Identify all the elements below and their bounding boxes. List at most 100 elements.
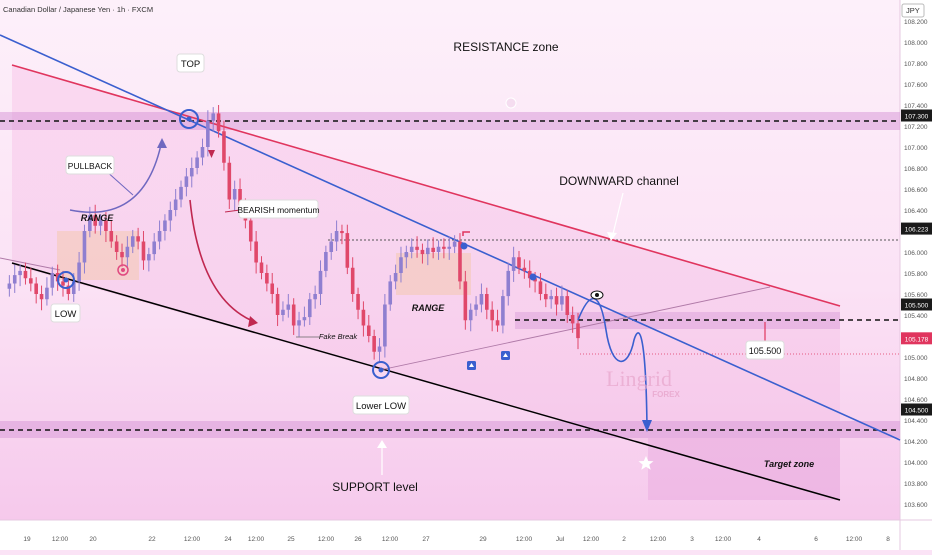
candle-body	[18, 270, 22, 276]
candle-body	[307, 299, 312, 318]
y-tick-label: 106.400	[904, 208, 928, 215]
candle-body	[50, 273, 55, 288]
y-tick-label: 107.000	[904, 145, 928, 152]
candle-body	[98, 220, 103, 226]
candle-body	[356, 294, 360, 310]
y-tick-label: 107.600	[904, 82, 928, 89]
candle-body	[463, 281, 468, 321]
price-tag-label: 106.223	[905, 227, 929, 234]
price-tag-label: 105.178	[905, 336, 929, 343]
y-tick-label: 104.000	[904, 460, 928, 467]
candle-body	[211, 113, 216, 121]
bearish-momentum-label: BEARISH momentum	[237, 199, 320, 219]
top-marker-circle	[179, 109, 199, 129]
y-tick-label: 104.600	[904, 397, 928, 404]
candle-body	[189, 168, 194, 177]
candle-body	[474, 304, 478, 310]
candle-body	[393, 273, 398, 282]
candle-body	[544, 294, 548, 300]
time-axis[interactable]: 19 12:00 20 22 12:00 24 12:00 25 12:00 26 12:00 27 2…	[23, 536, 890, 543]
support-black-line	[11, 262, 841, 501]
candle-body	[12, 275, 17, 284]
y-tick-label: 105.800	[904, 271, 928, 278]
x-tick-label: 25	[287, 536, 295, 543]
candle-body	[120, 252, 124, 258]
candle-body	[29, 278, 33, 284]
candle-body	[425, 247, 430, 255]
x-tick-label: 29	[479, 536, 487, 543]
candle-body	[184, 176, 189, 187]
x-tick-label: 3	[690, 536, 694, 543]
candle-body	[109, 231, 114, 242]
candle-body	[511, 257, 516, 271]
candle-body	[71, 281, 76, 294]
candle-body	[141, 241, 146, 261]
price-axis[interactable]: 108.200 108.000 107.800 107.600 107.400 107.2…	[904, 19, 928, 509]
candle-body	[366, 325, 371, 336]
candle-body	[157, 231, 162, 242]
candle-body	[522, 267, 527, 271]
candle-body	[372, 336, 376, 352]
candle-body	[350, 267, 355, 294]
candle-body	[265, 273, 269, 284]
candle-body	[329, 241, 334, 252]
svg-text:PULLBACK: PULLBACK	[68, 161, 113, 171]
arrow-down-marker-icon	[208, 150, 215, 158]
price-candles	[7, 105, 580, 362]
candle-body	[415, 246, 419, 250]
svg-text:LOW: LOW	[55, 309, 77, 320]
y-tick-label: 106.600	[904, 187, 928, 194]
x-tick-label: 27	[422, 536, 430, 543]
y-tick-label: 106.800	[904, 166, 928, 173]
candle-body	[238, 189, 242, 205]
price-tag	[901, 332, 932, 345]
x-tick-label: 22	[148, 536, 156, 543]
candle-body	[479, 294, 484, 305]
candle-body	[82, 231, 87, 263]
candle-body	[334, 231, 339, 242]
candle-body	[232, 189, 237, 200]
candle-body	[538, 281, 543, 294]
candle-body	[23, 270, 28, 279]
candle-body	[501, 296, 505, 326]
x-tick-label: 24	[224, 536, 232, 543]
target-marker-icon	[117, 264, 129, 276]
candle-body	[340, 231, 344, 234]
candle-body	[570, 315, 575, 324]
y-tick-label: 108.000	[904, 40, 928, 47]
x-tick-label: 20	[89, 536, 97, 543]
lower-low-rising-line	[379, 286, 771, 371]
lower-low-label: Lower LOW	[352, 395, 410, 415]
x-tick-label: 12:00	[248, 536, 265, 543]
lower-low-marker-circle	[372, 361, 390, 379]
price-tag	[901, 222, 932, 235]
downward-channel-label: DOWNWARD channel	[559, 174, 679, 188]
smile-icon	[505, 97, 517, 109]
low-label: LOW	[50, 303, 81, 323]
candle-body	[490, 309, 494, 321]
candle-body	[383, 304, 387, 347]
price-tags: 107.300 106.223 105.500 105.178 104.500	[901, 109, 932, 416]
x-tick-label: 26	[354, 536, 362, 543]
range-box-left	[57, 231, 139, 280]
star-icon	[638, 456, 654, 470]
y-tick-label: 107.200	[904, 124, 928, 131]
y-tick-label: 106.000	[904, 250, 928, 257]
x-tick-label: 12:00	[318, 536, 335, 543]
lingrid-watermark: Lingrid	[606, 366, 672, 391]
candle-body	[286, 304, 291, 310]
candle-body	[485, 294, 489, 310]
candle-body	[399, 257, 403, 273]
candle-body	[302, 317, 307, 321]
candle-body	[195, 157, 199, 168]
candle-body	[136, 236, 140, 242]
y-tick-label: 104.400	[904, 418, 928, 425]
price-tag	[901, 403, 932, 416]
x-tick-label: 2	[622, 536, 626, 543]
candle-body	[173, 199, 178, 210]
x-tick-label: Jul	[556, 536, 565, 543]
lingrid-watermark-sub: FOREX	[652, 390, 680, 399]
target-zone-box	[648, 438, 840, 500]
y-tick-label: 108.200	[904, 19, 928, 26]
